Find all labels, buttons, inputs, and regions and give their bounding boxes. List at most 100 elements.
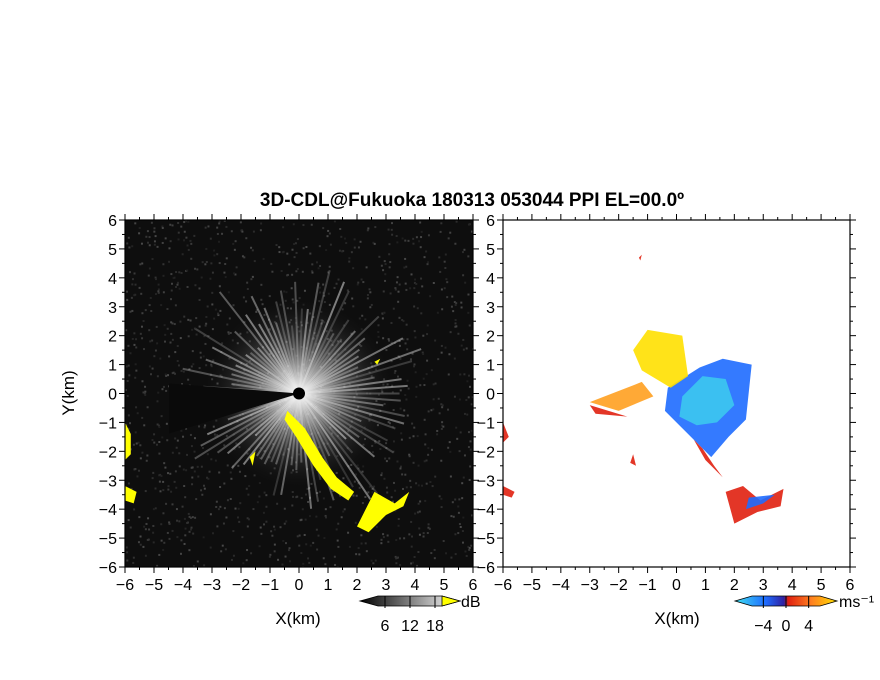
noise-speckle bbox=[181, 505, 184, 508]
noise-speckle bbox=[344, 302, 347, 305]
noise-speckle bbox=[170, 282, 173, 285]
noise-speckle bbox=[129, 526, 132, 529]
echo-ray bbox=[298, 281, 346, 394]
noise-speckle bbox=[177, 231, 180, 234]
noise-speckle bbox=[396, 276, 399, 279]
noise-speckle bbox=[292, 495, 295, 498]
noise-speckle bbox=[467, 396, 470, 399]
noise-speckle bbox=[348, 257, 351, 260]
noise-speckle bbox=[210, 458, 213, 461]
noise-speckle bbox=[335, 528, 338, 531]
noise-speckle bbox=[163, 340, 166, 343]
noise-speckle bbox=[207, 225, 210, 228]
db-colorbar-ticks: 6 12 18 bbox=[381, 596, 444, 635]
noise-speckle bbox=[201, 261, 204, 264]
noise-speckle bbox=[417, 484, 420, 487]
noise-speckle bbox=[369, 291, 372, 294]
noise-speckle bbox=[440, 427, 443, 430]
noise-speckle bbox=[133, 332, 136, 335]
echo-highlight-region bbox=[284, 410, 355, 501]
noise-speckle bbox=[205, 247, 208, 250]
noise-speckle bbox=[156, 400, 159, 403]
noise-speckle bbox=[409, 358, 412, 361]
noise-speckle bbox=[168, 521, 171, 524]
noise-speckle bbox=[166, 472, 169, 475]
noise-speckle bbox=[384, 273, 387, 276]
noise-speckle bbox=[374, 559, 377, 562]
noise-speckle bbox=[367, 491, 370, 494]
noise-speckle bbox=[390, 228, 393, 231]
noise-speckle bbox=[162, 263, 165, 266]
noise-speckle bbox=[244, 475, 247, 478]
noise-speckle bbox=[234, 240, 237, 243]
left-xtick-label: −1 bbox=[261, 577, 279, 594]
noise-speckle bbox=[171, 322, 174, 325]
noise-speckle bbox=[170, 298, 173, 301]
echo-ray bbox=[298, 392, 405, 417]
noise-speckle bbox=[157, 391, 160, 394]
noise-speckle bbox=[132, 443, 135, 446]
noise-speckle bbox=[190, 528, 193, 531]
left-ytick-label: 3 bbox=[108, 300, 117, 317]
noise-speckle bbox=[467, 545, 470, 548]
noise-speckle bbox=[141, 380, 144, 383]
noise-speckle bbox=[187, 512, 190, 515]
noise-speckle bbox=[469, 465, 472, 468]
noise-speckle bbox=[225, 516, 228, 519]
noise-speckle bbox=[310, 223, 313, 226]
echo-ray bbox=[216, 392, 300, 454]
noise-speckle bbox=[457, 532, 460, 535]
echo-ray bbox=[227, 392, 300, 421]
noise-speckle bbox=[340, 516, 343, 519]
noise-speckle bbox=[418, 510, 421, 513]
noise-speckle bbox=[134, 283, 137, 286]
right-ytick-label: 3 bbox=[486, 300, 495, 317]
noise-speckle bbox=[364, 495, 367, 498]
noise-speckle bbox=[417, 502, 420, 505]
noise-speckle bbox=[436, 429, 439, 432]
noise-speckle bbox=[270, 530, 273, 533]
db-colorbar: dB 6 12 18 bbox=[358, 594, 481, 635]
noise-speckle bbox=[465, 347, 468, 350]
noise-speckle bbox=[420, 277, 423, 280]
velocity-region bbox=[630, 454, 637, 466]
noise-speckle bbox=[262, 257, 265, 260]
noise-speckle bbox=[394, 555, 397, 558]
noise-speckle bbox=[126, 380, 129, 383]
noise-speckle bbox=[290, 287, 293, 290]
noise-speckle bbox=[461, 530, 464, 533]
noise-speckle bbox=[399, 465, 402, 468]
noise-speckle bbox=[436, 433, 439, 436]
noise-speckle bbox=[415, 482, 418, 485]
noise-speckle bbox=[296, 535, 299, 538]
right-xtick-label: 3 bbox=[759, 577, 768, 594]
noise-speckle bbox=[460, 306, 463, 309]
echo-ray bbox=[298, 348, 422, 395]
noise-speckle bbox=[238, 470, 241, 473]
noise-speckle bbox=[173, 323, 176, 326]
left-xtick-label: −6 bbox=[116, 577, 134, 594]
velocity-region bbox=[503, 486, 515, 498]
noise-speckle bbox=[160, 523, 163, 526]
noise-speckle bbox=[204, 324, 207, 327]
noise-speckle bbox=[162, 548, 165, 551]
noise-speckle bbox=[157, 291, 160, 294]
noise-speckle bbox=[357, 246, 360, 249]
noise-speckle bbox=[414, 371, 417, 374]
noise-speckle bbox=[211, 328, 214, 331]
noise-speckle bbox=[140, 325, 143, 328]
echo-ray bbox=[298, 392, 354, 454]
noise-speckle bbox=[157, 424, 160, 427]
noise-speckle bbox=[455, 302, 458, 305]
noise-speckle bbox=[258, 495, 261, 498]
echo-ray bbox=[263, 393, 300, 465]
noise-speckle bbox=[198, 299, 201, 302]
noise-speckle bbox=[447, 373, 450, 376]
noise-speckle bbox=[461, 541, 464, 544]
noise-speckle bbox=[175, 486, 178, 489]
noise-speckle bbox=[138, 232, 141, 235]
noise-speckle bbox=[258, 545, 261, 548]
echo-ray bbox=[298, 392, 388, 442]
noise-speckle bbox=[218, 262, 221, 265]
left-xtick-label: 0 bbox=[295, 577, 304, 594]
